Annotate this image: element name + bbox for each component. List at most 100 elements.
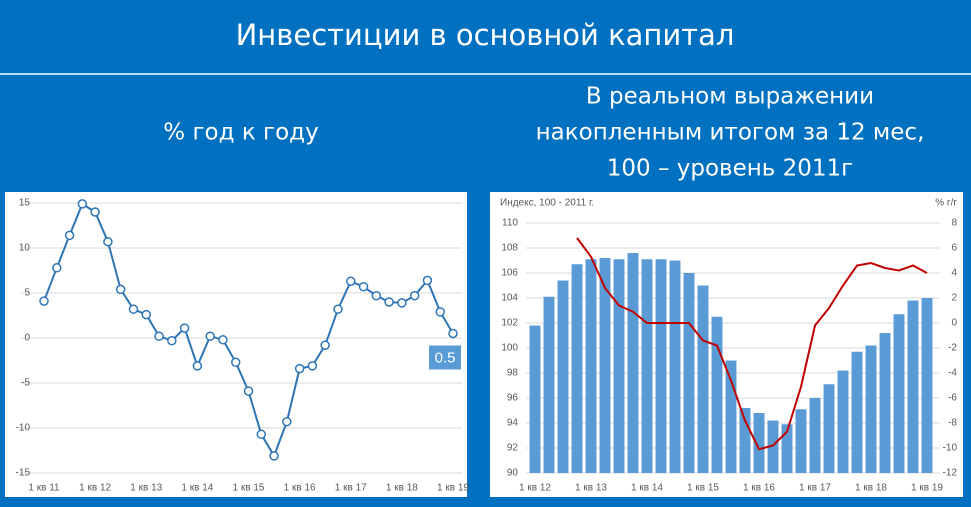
y2-tick-label: 6 xyxy=(951,243,957,254)
bar xyxy=(809,398,821,473)
bar xyxy=(543,296,555,473)
y-tick-label: -10 xyxy=(16,423,31,434)
bar xyxy=(683,273,695,473)
y-axis-label: Индекс, 100 - 2011 г. xyxy=(500,198,594,209)
marker xyxy=(384,297,394,307)
y2-tick-label: 8 xyxy=(951,218,957,229)
x-tick-label: 1 кв 16 xyxy=(284,483,316,494)
marker xyxy=(167,335,177,346)
bar xyxy=(725,360,737,473)
x-tick-label: 1 кв 13 xyxy=(575,483,607,494)
y2-tick-label: -6 xyxy=(948,393,957,404)
x-tick-label: 1 кв 15 xyxy=(687,483,719,494)
marker xyxy=(435,307,445,317)
bar xyxy=(795,409,807,473)
bar xyxy=(529,325,541,473)
y-tick-label: 5 xyxy=(24,288,30,299)
bar xyxy=(823,384,835,473)
x-tick-label: 1 кв 18 xyxy=(386,483,418,494)
x-tick-label: 1 кв 12 xyxy=(79,483,111,494)
marker xyxy=(52,263,62,273)
y-tick-label: 98 xyxy=(507,368,519,379)
x-tick-label: 1 кв 19 xyxy=(437,483,469,494)
x-tick-label: 1 кв 17 xyxy=(335,483,367,494)
bar xyxy=(585,259,597,473)
bar xyxy=(557,280,569,473)
bar xyxy=(641,259,653,473)
marker xyxy=(294,363,305,374)
bar xyxy=(907,300,919,473)
subtitle: накопленным итогом за 12 мес, xyxy=(536,120,925,146)
bar xyxy=(627,253,639,473)
y-tick-label: 104 xyxy=(501,293,518,304)
bar xyxy=(753,413,765,473)
y2-tick-label: 4 xyxy=(951,268,957,279)
y2-tick-label: 0 xyxy=(951,318,957,329)
marker xyxy=(409,290,420,301)
marker xyxy=(64,230,75,241)
x-tick-label: 1 кв 16 xyxy=(743,483,775,494)
left-panel xyxy=(5,192,467,497)
bar xyxy=(865,345,877,473)
marker xyxy=(422,275,433,286)
y-tick-label: 110 xyxy=(502,218,518,229)
x-tick-label: 1 кв 14 xyxy=(631,483,663,494)
data-label: 0.5 xyxy=(435,349,456,366)
marker xyxy=(282,416,292,427)
x-tick-label: 1 кв 19 xyxy=(911,483,943,494)
y-tick-label: 106 xyxy=(501,268,518,279)
marker xyxy=(77,199,88,209)
y-tick-label: 15 xyxy=(19,198,31,209)
marker xyxy=(205,331,215,341)
bar xyxy=(697,285,709,473)
data-label-box xyxy=(429,345,461,370)
y-tick-label: 96 xyxy=(507,393,519,404)
y2-tick-label: -12 xyxy=(943,468,958,479)
marker xyxy=(218,335,228,345)
x-tick-label: 1 кв 11 xyxy=(28,483,60,494)
y2-tick-label: -10 xyxy=(943,443,958,454)
y-tick-label: -5 xyxy=(21,378,30,389)
y-tick-label: 108 xyxy=(501,243,518,254)
y-tick-label: 92 xyxy=(507,443,519,454)
bar xyxy=(837,370,849,473)
x-tick-label: 1 кв 17 xyxy=(799,483,831,494)
marker xyxy=(256,429,267,440)
x-tick-label: 1 кв 18 xyxy=(855,483,887,494)
y-tick-label: 90 xyxy=(507,468,519,479)
y2-tick-label: -8 xyxy=(948,418,957,429)
subtitle: В реальном выражении xyxy=(586,84,874,110)
marker xyxy=(397,298,407,308)
y2-axis-label: % г/г xyxy=(935,198,957,209)
x-tick-label: 1 кв 13 xyxy=(130,483,162,494)
marker xyxy=(307,361,318,371)
marker xyxy=(243,386,254,396)
bar xyxy=(739,408,751,473)
x-tick-label: 1 кв 15 xyxy=(233,483,265,494)
bar xyxy=(921,298,933,473)
y-tick-label: 94 xyxy=(507,418,519,429)
bar xyxy=(711,316,723,473)
subtitle: 100 – уровень 2011г xyxy=(607,156,854,182)
marker xyxy=(128,304,139,314)
marker xyxy=(103,236,113,247)
bar xyxy=(851,351,863,473)
y2-tick-label: 2 xyxy=(951,293,957,304)
marker xyxy=(333,304,343,314)
bar xyxy=(879,333,891,473)
bar xyxy=(781,424,793,473)
subtitle: % год к году xyxy=(163,120,318,146)
marker xyxy=(269,451,279,461)
bar xyxy=(613,259,625,473)
line xyxy=(576,237,928,451)
marker xyxy=(358,281,369,292)
marker xyxy=(90,207,100,217)
y-tick-label: 0 xyxy=(24,333,30,344)
marker xyxy=(39,296,49,306)
marker xyxy=(346,276,356,287)
bar xyxy=(669,260,681,473)
marker xyxy=(179,323,190,333)
y-tick-label: 100 xyxy=(501,343,518,354)
y2-tick-label: -2 xyxy=(948,343,957,354)
y-tick-label: 102 xyxy=(501,318,518,329)
